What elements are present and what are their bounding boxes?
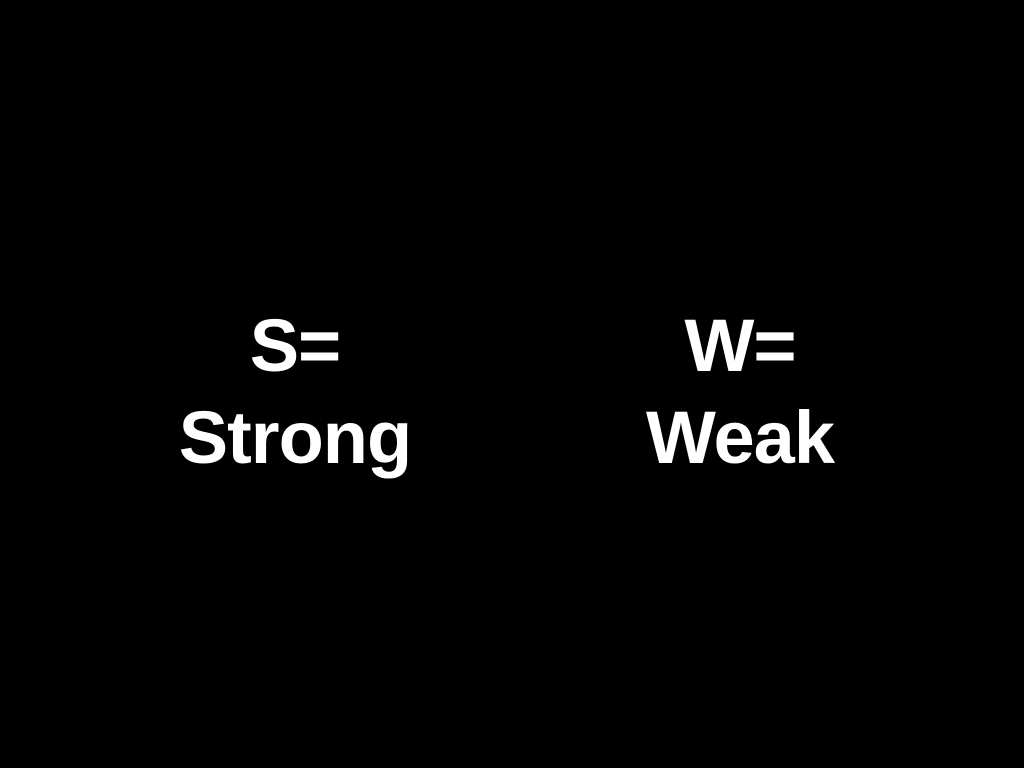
weak-key: W= <box>684 304 796 387</box>
strong-label: Strong <box>178 396 412 479</box>
weak-definition: W= Weak <box>580 300 900 484</box>
strong-definition: S= Strong <box>135 300 455 484</box>
strong-key: S= <box>249 304 342 387</box>
weak-label: Weak <box>646 396 835 479</box>
